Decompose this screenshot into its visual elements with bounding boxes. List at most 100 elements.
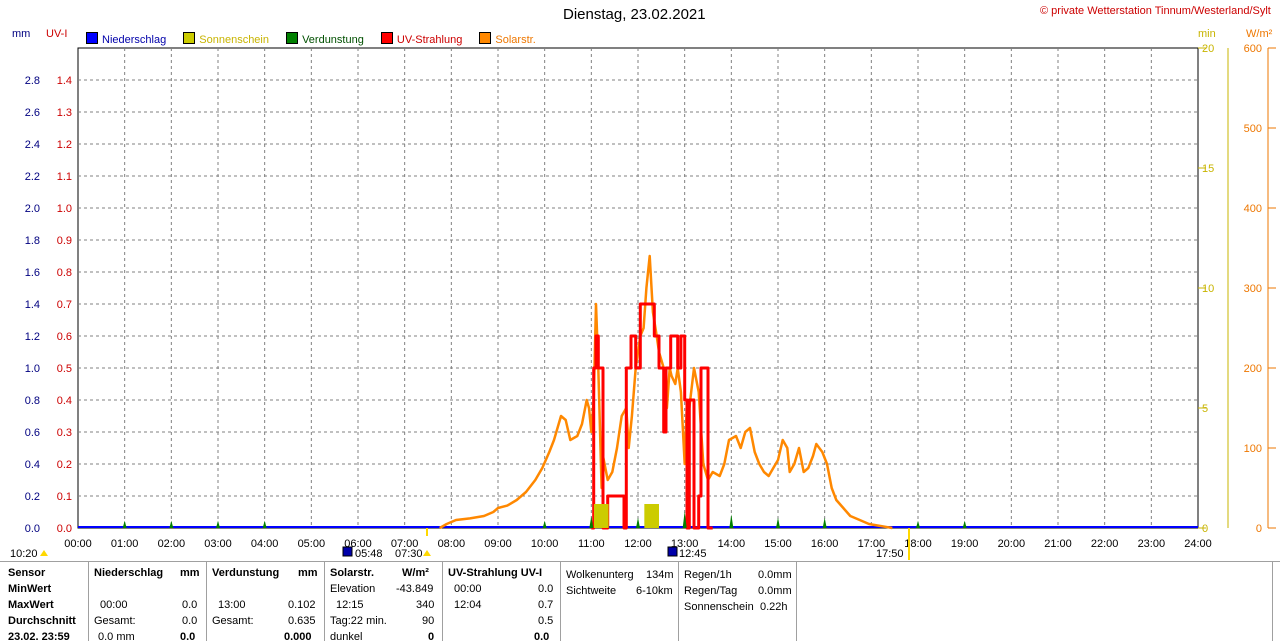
x-tick-label: 00:00 <box>64 538 92 550</box>
legend-swatch <box>479 32 492 44</box>
legend-swatch <box>183 32 196 44</box>
verdunstung-current-val: 0.000 <box>284 631 312 643</box>
y-tick-uvi: 1.1 <box>57 171 72 183</box>
y-tick-wm2: 0 <box>1256 523 1262 535</box>
wolkenunterg-label: Wolkenunterg <box>566 569 634 581</box>
unit-uvi: UV-I <box>46 28 68 40</box>
unit-min: min <box>1198 28 1216 40</box>
x-tick-label: 12:00 <box>624 538 652 550</box>
verdunstung-spike <box>169 520 174 528</box>
verdunstung-spike <box>916 520 920 528</box>
sonnenschein-val: 0.22h <box>760 601 788 613</box>
x-tick-label: 16:00 <box>811 538 839 550</box>
y-tick-uvi: 0.1 <box>57 491 72 503</box>
solar-unit: W/m² <box>402 567 429 579</box>
weather-chart: 0.0 0.2 0.4 0.6 0.8 1.0 1.2 1.4 1.6 1.8 2.0 2.2 2.4 2… <box>24 43 1276 560</box>
y-axes: 0.0 0.2 0.4 0.6 0.8 1.0 1.2 1.4 1.6 1.8 2.0 2.2 2.4 2… <box>25 43 1276 535</box>
niederschlag-gesamt-val: 0.0 <box>182 615 198 627</box>
sensor-durchschnitt: Durchschnitt <box>8 615 76 627</box>
niederschlag-max-time: 00:00 <box>100 599 128 611</box>
x-tick-label: 07:00 <box>391 538 419 550</box>
y-tick-mm: 0.6 <box>25 427 40 439</box>
y-tick-uvi: 1.4 <box>57 75 72 87</box>
unit-wm2: W/m² <box>1246 28 1273 40</box>
y-tick-wm2: 100 <box>1244 443 1262 455</box>
y-tick-uvi: 1.3 <box>57 107 72 119</box>
x-tick-label: 20:00 <box>998 538 1026 550</box>
marker-sunrise-label: 07:30 <box>395 548 423 560</box>
y-tick-min: 20 <box>1202 43 1214 55</box>
regen-1h-val: 0.0mm <box>758 569 792 581</box>
solar-header: Solarstr. <box>330 567 375 579</box>
sun-marker-icon <box>423 550 431 556</box>
marker-sunset: 17:50 <box>876 548 904 560</box>
series-solarstr- <box>439 254 893 530</box>
verdunstung-spike <box>122 520 127 528</box>
uv-avg-val: 0.5 <box>538 615 554 627</box>
verdunstung-header: Verdunstung <box>212 567 280 579</box>
x-tick-label: 03:00 <box>204 538 232 550</box>
legend-swatch <box>86 32 98 44</box>
legend-item-niederschlag: Niederschlag <box>86 32 166 46</box>
x-tick-label: 02:00 <box>158 538 186 550</box>
legend: Niederschlag Sonnenschein Verdunstung UV… <box>86 32 536 46</box>
sonnenschein-label: Sonnenschein <box>684 601 754 613</box>
sonnenschein-bar <box>593 504 609 528</box>
y-tick-mm: 0.0 <box>25 523 40 535</box>
y-tick-mm: 0.8 <box>25 395 40 407</box>
verdunstung-max-val: 0.102 <box>288 599 316 611</box>
verdunstung-spike <box>636 517 640 528</box>
uv-current-val: 0.0 <box>534 631 550 643</box>
x-tick-label: 14:00 <box>718 538 746 550</box>
y-tick-uvi: 0.2 <box>57 459 72 471</box>
chart-series <box>78 254 1198 530</box>
x-tick-label: 18:00 <box>904 538 932 550</box>
solar-elevation-label: Elevation <box>330 583 376 595</box>
y-tick-uvi: 0.8 <box>57 267 72 279</box>
regen-tag-val: 0.0mm <box>758 585 792 597</box>
verdunstung-spike <box>682 511 687 528</box>
legend-swatch <box>380 32 393 44</box>
x-tick-label: 23:00 <box>1138 538 1166 550</box>
y-tick-uvi: 0.7 <box>57 299 72 311</box>
solar-elevation-val: -43.849 <box>396 583 434 595</box>
y-tick-mm: 1.6 <box>25 267 40 279</box>
y-tick-mm: 1.0 <box>25 363 40 375</box>
legend-item-sonnenschein: Sonnenschein <box>183 32 269 46</box>
niederschlag-header: Niederschlag <box>94 567 164 579</box>
solar-max-time: 12:15 <box>336 599 364 611</box>
sensor-header: Sensor <box>8 567 46 579</box>
sichtweite-label: Sichtweite <box>566 585 617 597</box>
y-tick-mm: 1.4 <box>25 299 40 311</box>
sunrise-icon <box>342 546 353 557</box>
legend-item-uv: UV-Strahlung <box>380 32 462 46</box>
x-tick-label: 01:00 <box>111 538 139 550</box>
noon-icon <box>667 546 678 557</box>
x-tick-label: 04:00 <box>251 538 279 550</box>
verdunstung-gesamt-val: 0.635 <box>288 615 316 627</box>
solar-tag-val: 90 <box>422 615 435 627</box>
y-tick-uvi: 0.4 <box>57 395 72 407</box>
sun-marker-icon <box>40 550 48 556</box>
verdunstung-unit: mm <box>298 567 318 579</box>
solar-tag-label: Tag:22 min. <box>330 615 387 627</box>
solar-max-val: 340 <box>416 599 435 611</box>
x-tick-label: 11:00 <box>578 538 605 550</box>
y-tick-min: 0 <box>1202 523 1208 535</box>
chart-markers <box>40 528 910 560</box>
solar-current-val: 0 <box>428 631 435 643</box>
y-tick-wm2: 400 <box>1244 203 1262 215</box>
y-tick-mm: 2.8 <box>25 75 40 87</box>
x-tick-label: 09:00 <box>484 538 512 550</box>
uv-min-val: 0.0 <box>538 583 554 595</box>
x-tick-label: 13:00 <box>671 538 699 550</box>
sichtweite-val: 6-10km <box>636 585 673 597</box>
x-tick-label: 17:00 <box>858 538 886 550</box>
y-tick-wm2: 500 <box>1244 123 1262 135</box>
y-tick-mm: 1.8 <box>25 235 40 247</box>
unit-mm: mm <box>12 28 31 40</box>
y-tick-min: 10 <box>1202 283 1214 295</box>
uv-max-val: 0.7 <box>538 599 554 611</box>
x-tick-label: 21:00 <box>1044 538 1072 550</box>
y-tick-uvi: 0.5 <box>57 363 72 375</box>
